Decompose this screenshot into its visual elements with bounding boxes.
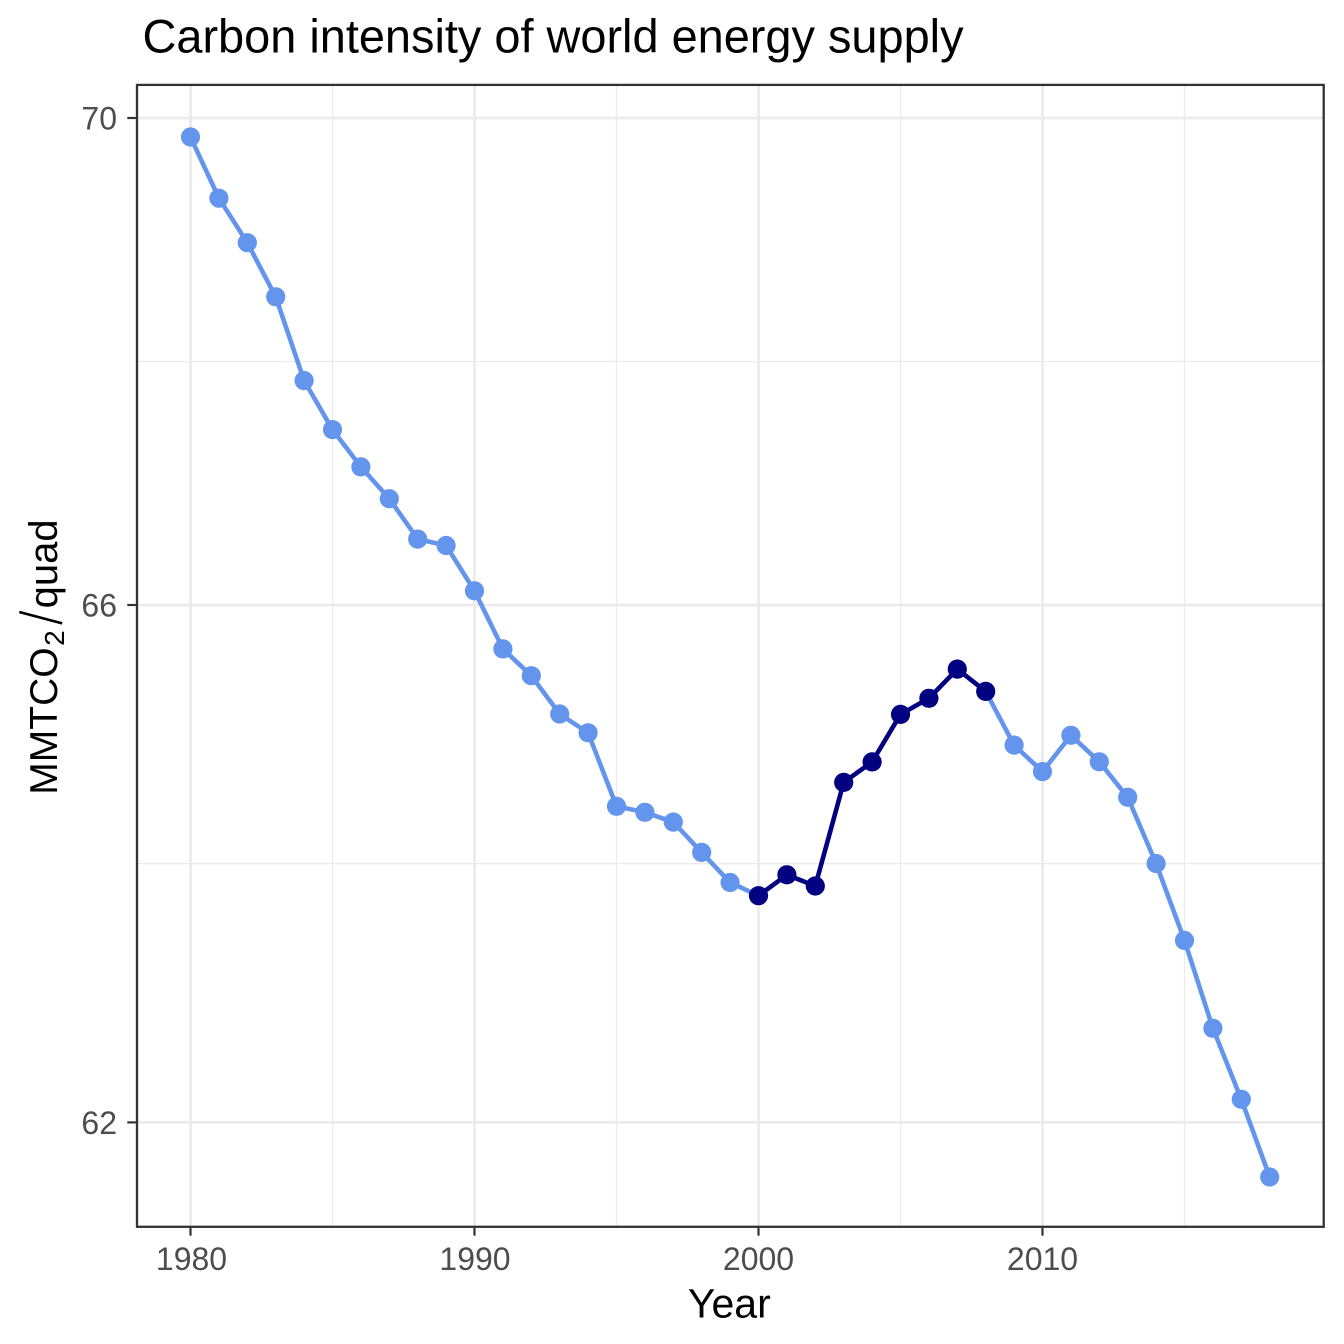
svg-text:MMTCO: MMTCO [23,647,66,794]
svg-text:Carbon intensity of world ener: Carbon intensity of world energy supply [143,11,965,63]
svg-text:1990: 1990 [439,1241,510,1277]
svg-text:66: 66 [81,587,117,623]
svg-text:62: 62 [81,1105,117,1141]
svg-text:70: 70 [81,100,117,136]
svg-text:2000: 2000 [723,1241,794,1277]
svg-text:1980: 1980 [156,1241,227,1277]
svg-text:Year: Year [688,1280,771,1326]
svg-text:2010: 2010 [1007,1241,1078,1277]
svg-text:quad: quad [22,519,66,608]
svg-text:2: 2 [39,630,70,646]
